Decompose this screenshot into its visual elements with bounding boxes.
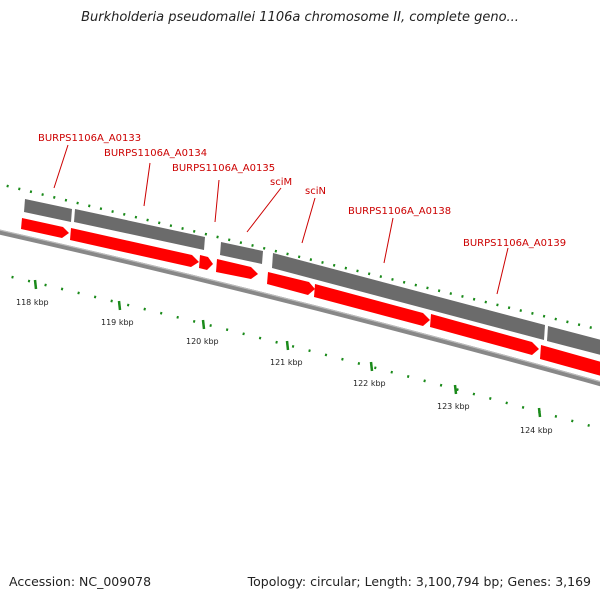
leader-a0134 xyxy=(143,162,151,207)
scale-tick xyxy=(537,407,542,418)
leader-a0133 xyxy=(53,144,69,189)
scale-label: 121 kbp xyxy=(270,358,303,367)
scale-ticks xyxy=(33,279,542,418)
leader-scim xyxy=(246,187,282,233)
gene-bar-a0139[interactable] xyxy=(547,326,600,356)
gene-label[interactable]: BURPS1106A_A0138 xyxy=(348,206,451,217)
gene-label[interactable]: sciM xyxy=(270,177,292,188)
gene-label[interactable]: BURPS1106A_A0135 xyxy=(172,163,275,174)
scale-tick xyxy=(201,319,206,330)
cds-arrow-scin[interactable] xyxy=(267,272,315,295)
gene-labels: BURPS1106A_A0133 BURPS1106A_A0134 BURPS1… xyxy=(38,133,566,249)
cds-arrow-a0134[interactable] xyxy=(70,228,199,267)
scale-label: 124 kbp xyxy=(520,426,553,435)
scale-labels: 118 kbp 119 kbp 120 kbp 121 kbp 122 kbp … xyxy=(16,298,553,435)
lower-tick-row xyxy=(0,272,600,430)
scale-tick xyxy=(117,300,122,311)
scale-label: 119 kbp xyxy=(101,318,134,327)
scale-tick xyxy=(33,279,38,290)
cds-arrow-a0135[interactable] xyxy=(199,255,213,270)
scale-tick xyxy=(453,384,458,395)
leader-scin xyxy=(301,197,316,244)
map-title: Burkholderia pseudomallei 1106a chromoso… xyxy=(81,10,519,25)
scale-label: 118 kbp xyxy=(16,298,49,307)
chromosome-backbone xyxy=(0,229,600,387)
cds-arrow-a0133[interactable] xyxy=(21,218,69,238)
label-leaders xyxy=(53,144,509,295)
scale-label: 120 kbp xyxy=(186,337,219,346)
scale-tick xyxy=(369,361,374,372)
gene-bar-a0133[interactable] xyxy=(24,199,72,222)
gene-label[interactable]: BURPS1106A_A0133 xyxy=(38,133,141,144)
gene-bar-a0134[interactable] xyxy=(74,209,205,250)
chromosome-backbone-highlight xyxy=(0,229,600,383)
upper-tick-row xyxy=(0,182,600,332)
scale-label: 122 kbp xyxy=(353,379,386,388)
cds-arrow-scim[interactable] xyxy=(216,259,258,279)
scale-label: 123 kbp xyxy=(437,402,470,411)
gene-label[interactable]: sciN xyxy=(305,186,326,197)
accession-text: Accession: NC_009078 xyxy=(9,574,152,589)
scale-tick xyxy=(285,340,290,351)
cds-arrow-a0138[interactable] xyxy=(314,284,430,326)
leader-a0138 xyxy=(383,217,394,264)
leader-a0135 xyxy=(214,179,220,223)
gene-bar-scim[interactable] xyxy=(220,242,263,264)
genome-summary-text: Topology: circular; Length: 3,100,794 bp… xyxy=(247,574,591,589)
cds-arrow-a0139[interactable] xyxy=(540,345,600,377)
gene-bar-scin[interactable] xyxy=(272,253,545,340)
gene-label[interactable]: BURPS1106A_A0139 xyxy=(463,238,566,249)
gene-label[interactable]: BURPS1106A_A0134 xyxy=(104,148,207,159)
cds-arrows xyxy=(21,218,600,377)
cds-arrow-a0138b[interactable] xyxy=(430,314,539,355)
leader-a0139 xyxy=(496,247,509,295)
gene-bars xyxy=(24,199,600,356)
